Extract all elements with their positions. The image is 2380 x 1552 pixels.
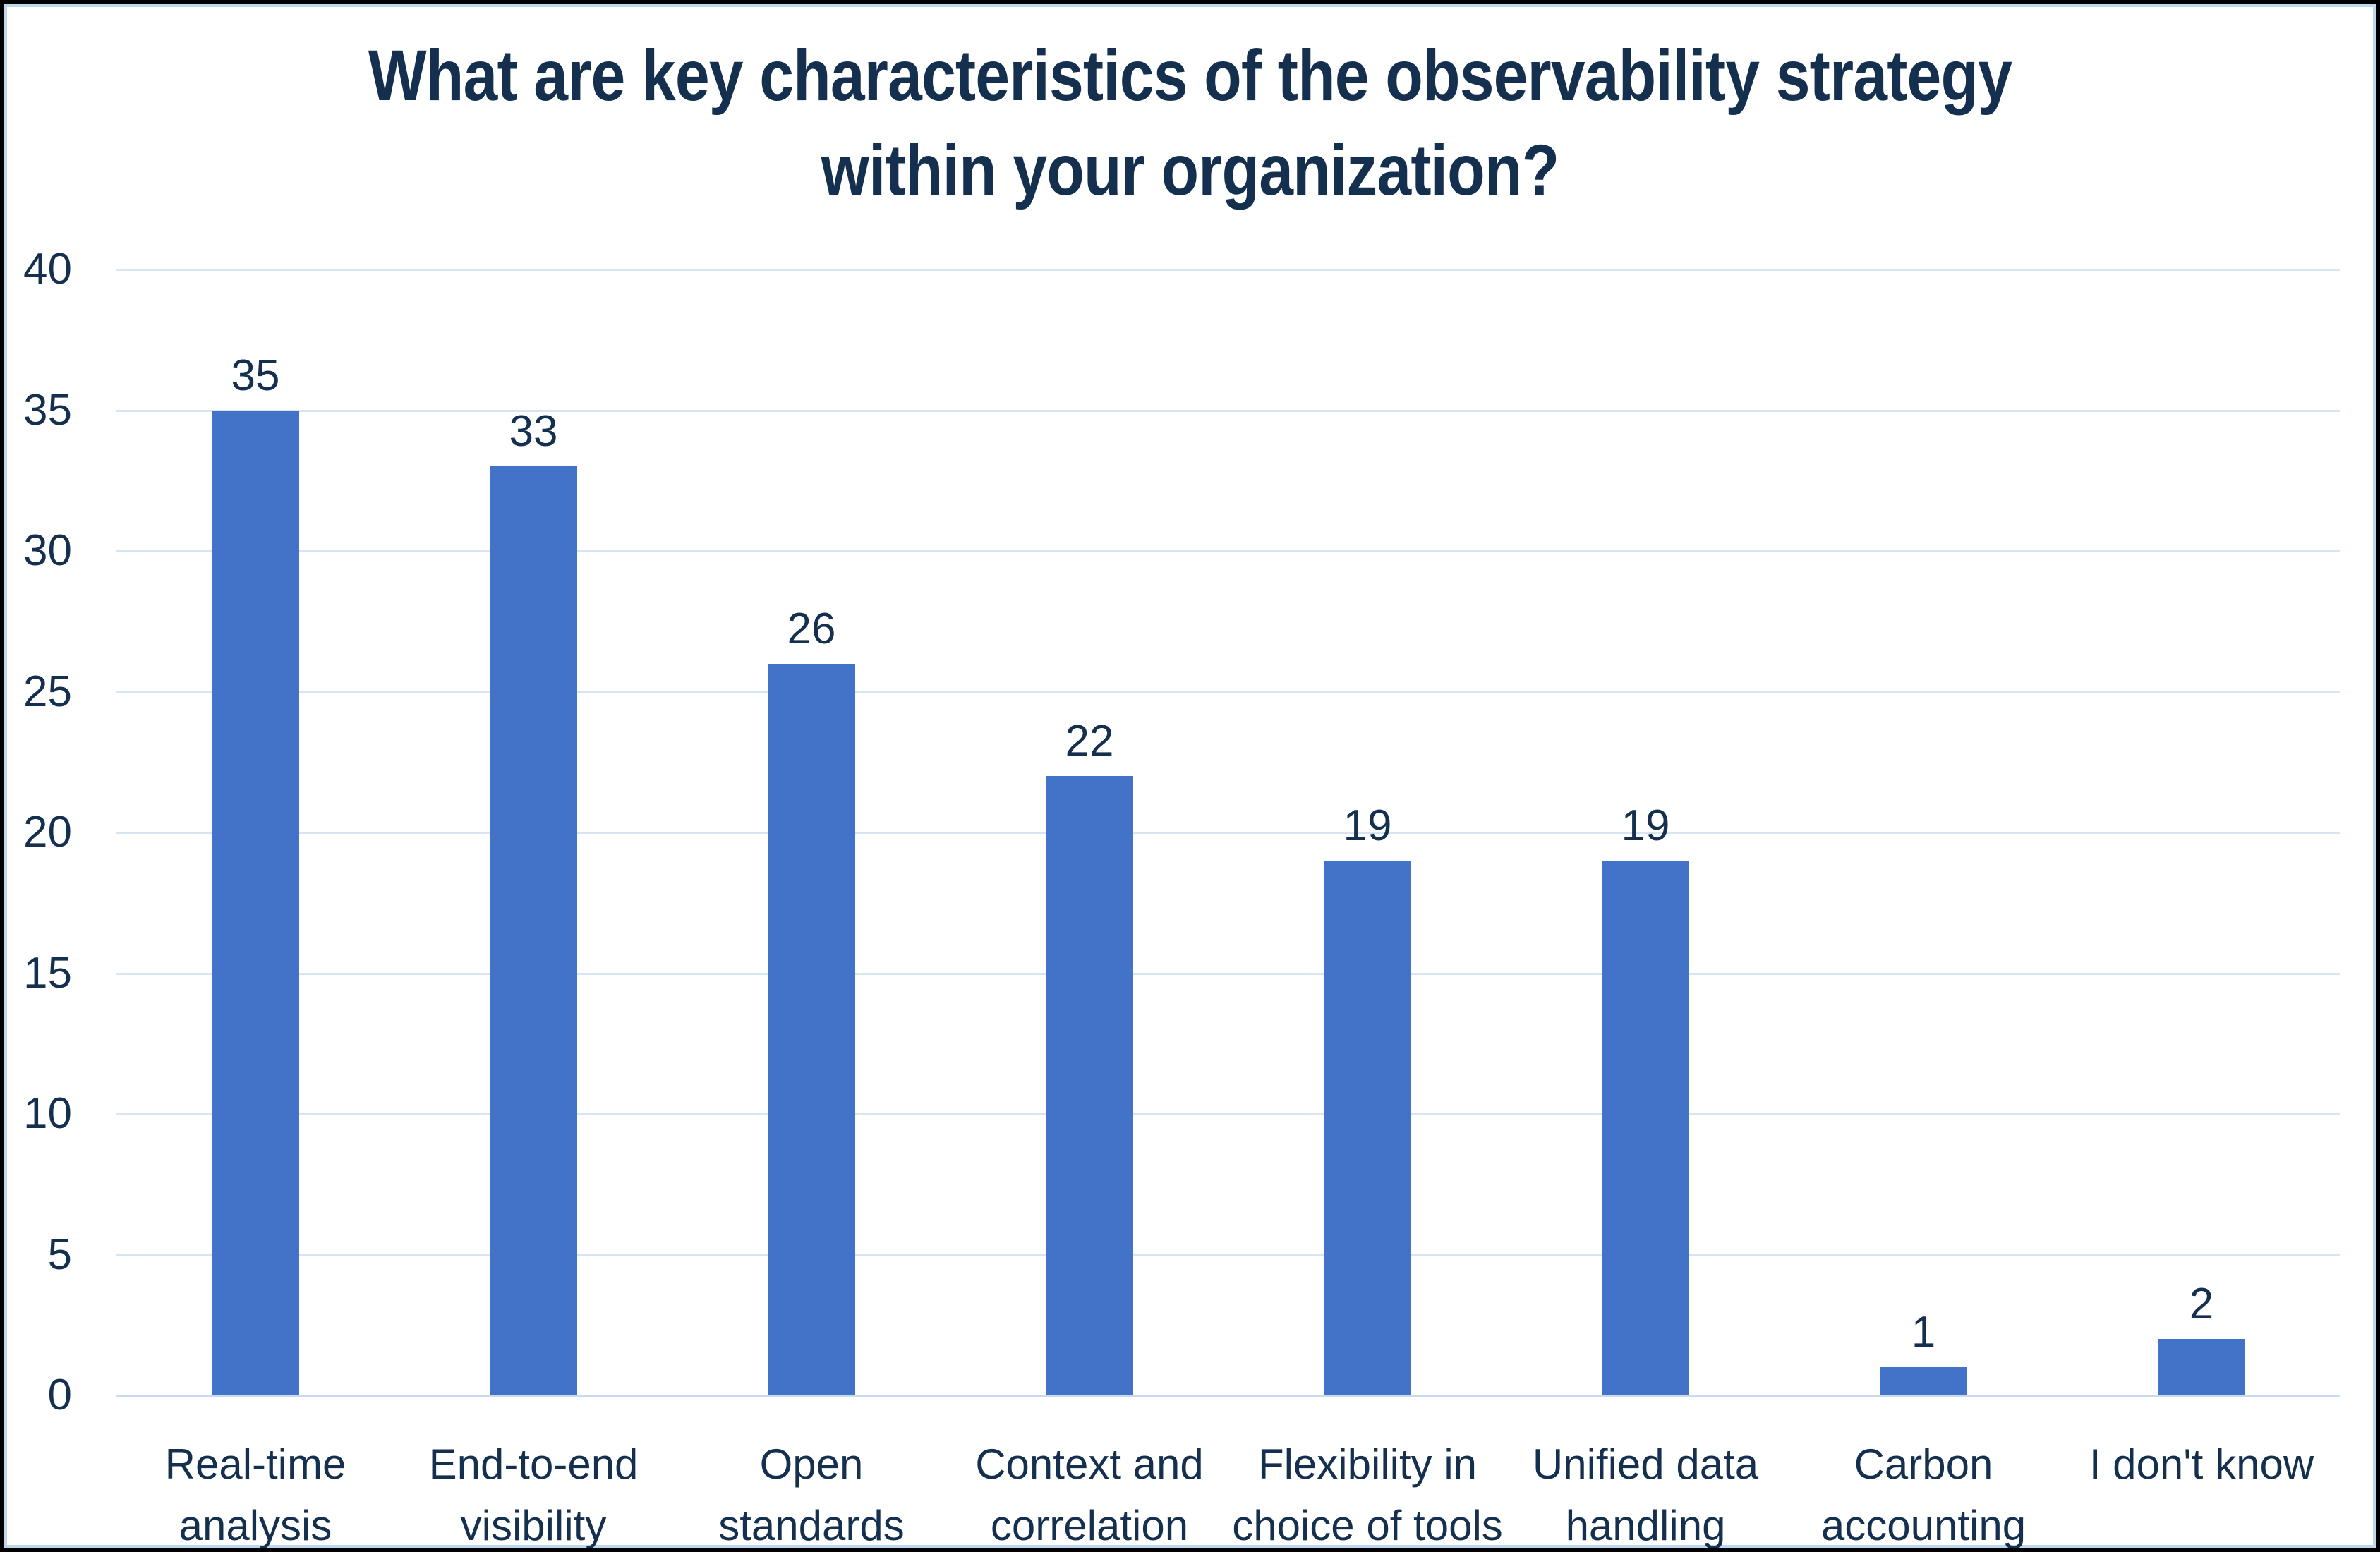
plot-area: 35 33 26 22 19 19 1 2 <box>116 269 2340 1397</box>
bar-slot-1: 35 <box>116 269 394 1395</box>
chart-title: What are key characteristics of the obse… <box>173 28 2208 217</box>
bar-7 <box>1880 1367 1967 1395</box>
category-label-6: Unified data handling <box>1437 1433 1854 1549</box>
y-tick-label-10: 10 <box>23 1089 72 1138</box>
gridline-35 <box>116 409 2340 412</box>
bar-value-label-8: 2 <box>2189 1280 2214 1329</box>
category-label-line: Context and <box>975 1441 1204 1488</box>
chart-inner-border: What are key characteristics of the obse… <box>4 4 2376 1548</box>
y-tick-label-25: 25 <box>23 667 72 716</box>
category-label-line: analysis <box>179 1502 332 1549</box>
bar-slot-4: 22 <box>950 269 1228 1395</box>
bar-slot-6: 19 <box>1506 269 1784 1395</box>
y-tick-label-20: 20 <box>23 808 72 856</box>
category-label-line: choice of tools <box>1232 1502 1503 1549</box>
category-label-4: Context and correlation <box>881 1433 1298 1549</box>
category-label-line: handling <box>1565 1502 1726 1549</box>
category-label-line: Real-time <box>164 1441 346 1488</box>
gridline-30 <box>116 550 2340 552</box>
gridline-20 <box>116 832 2340 834</box>
bar-value-label-4: 22 <box>1065 717 1114 766</box>
bar-value-label-1: 35 <box>231 351 280 400</box>
y-tick-label-30: 30 <box>23 526 72 575</box>
bar-3 <box>768 663 855 1395</box>
gridline-10 <box>116 1113 2340 1115</box>
bar-value-label-6: 19 <box>1621 801 1670 850</box>
category-label-line: Open <box>759 1441 864 1488</box>
gridline-15 <box>116 972 2340 975</box>
bar-value-label-5: 19 <box>1343 801 1392 850</box>
category-label-line: correlation <box>990 1502 1189 1549</box>
bar-slot-3: 26 <box>672 269 950 1395</box>
category-label-line: Carbon <box>1854 1441 1993 1488</box>
category-label-2: End-to-end visibility <box>325 1433 742 1549</box>
gridline-25 <box>116 691 2340 693</box>
bar-4 <box>1046 776 1133 1395</box>
category-label-line: I don't know <box>2089 1441 2314 1488</box>
bar-6 <box>1602 860 1689 1395</box>
y-tick-label-5: 5 <box>47 1230 72 1279</box>
category-label-line: visibility <box>460 1502 607 1549</box>
category-label-7: Carbon accounting <box>1715 1433 2132 1549</box>
y-tick-label-0: 0 <box>47 1371 72 1419</box>
category-label-line: accounting <box>1820 1502 2026 1549</box>
bar-slot-8: 2 <box>2062 269 2340 1395</box>
category-label-line: End-to-end <box>428 1441 639 1488</box>
chart-title-line-2: within your organization? <box>821 130 1560 210</box>
bar-slot-5: 19 <box>1228 269 1506 1395</box>
bar-8 <box>2158 1339 2245 1395</box>
category-label-5: Flexibility in choice of tools <box>1159 1433 1576 1549</box>
bar-slot-2: 33 <box>394 269 672 1395</box>
bar-2 <box>490 466 577 1395</box>
bar-1 <box>212 410 299 1395</box>
gridline-0 <box>116 1395 2340 1397</box>
category-label-line: Unified data <box>1532 1441 1759 1488</box>
category-label-3: Open standards <box>603 1433 1020 1549</box>
category-label-8: I don't know <box>1993 1433 2377 1495</box>
y-tick-label-35: 35 <box>23 385 72 435</box>
bar-slot-7: 1 <box>1784 269 2062 1395</box>
category-label-line: standards <box>718 1502 905 1549</box>
gridline-5 <box>116 1254 2340 1256</box>
chart-title-line-1: What are key characteristics of the obse… <box>368 35 2012 116</box>
bar-value-label-3: 26 <box>787 604 836 653</box>
bar-value-label-2: 33 <box>509 407 558 456</box>
category-label-1: Real-time analysis <box>47 1433 464 1549</box>
y-tick-label-15: 15 <box>23 948 72 998</box>
bar-value-label-7: 1 <box>1911 1308 1936 1357</box>
y-tick-label-40: 40 <box>23 245 72 293</box>
gridline-40 <box>116 269 2340 271</box>
category-label-line: Flexibility in <box>1257 1441 1478 1488</box>
bar-5 <box>1324 860 1411 1395</box>
